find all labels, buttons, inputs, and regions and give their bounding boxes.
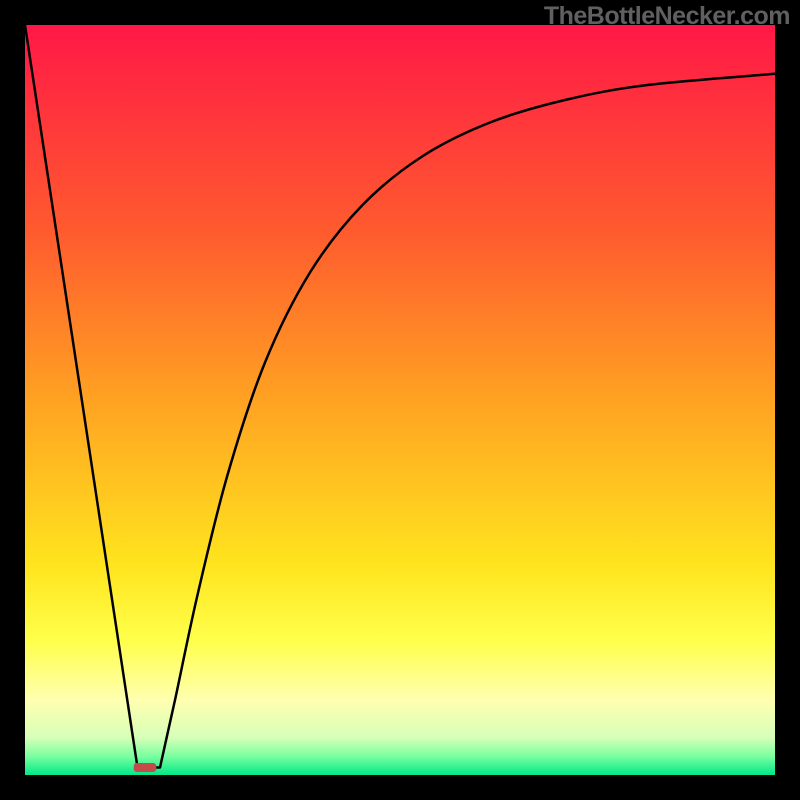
chart-stage: TheBottleNecker.com — [0, 0, 800, 800]
plot-background — [25, 25, 775, 775]
watermark-label: TheBottleNecker.com — [544, 2, 790, 31]
bottleneck-chart — [0, 0, 800, 800]
optimal-marker — [134, 763, 157, 772]
